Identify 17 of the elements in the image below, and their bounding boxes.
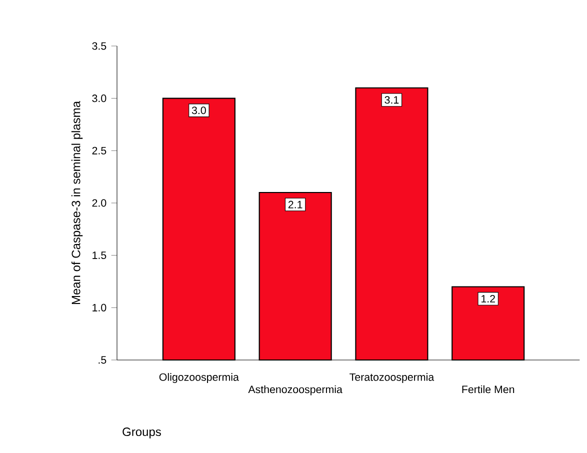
x-tick-label: Asthenozoospermia bbox=[248, 385, 342, 396]
y-tick-label: 1.0 bbox=[92, 304, 106, 312]
y-tick-label: .5 bbox=[98, 356, 106, 364]
y-tick-label: 2.5 bbox=[92, 146, 106, 154]
data-label: 1.2 bbox=[481, 294, 495, 302]
y-tick-label: 3.0 bbox=[92, 94, 106, 102]
data-label: 3.0 bbox=[192, 106, 206, 114]
x-tick-label: Fertile Men bbox=[462, 385, 514, 394]
y-tick-label: 2.0 bbox=[92, 199, 106, 207]
x-axis-title: Groups bbox=[122, 428, 161, 438]
y-tick-label: 1.5 bbox=[92, 252, 106, 260]
y-axis-title: Mean of Caspase-3 in seminal plasma bbox=[71, 100, 83, 304]
y-tick-label: 3.5 bbox=[92, 42, 106, 50]
data-label: 3.1 bbox=[384, 96, 399, 104]
x-tick-label: Oligozoospermia bbox=[159, 373, 239, 383]
x-tick-label: Teratozoospermia bbox=[350, 373, 434, 383]
data-label: 2.1 bbox=[288, 200, 302, 208]
